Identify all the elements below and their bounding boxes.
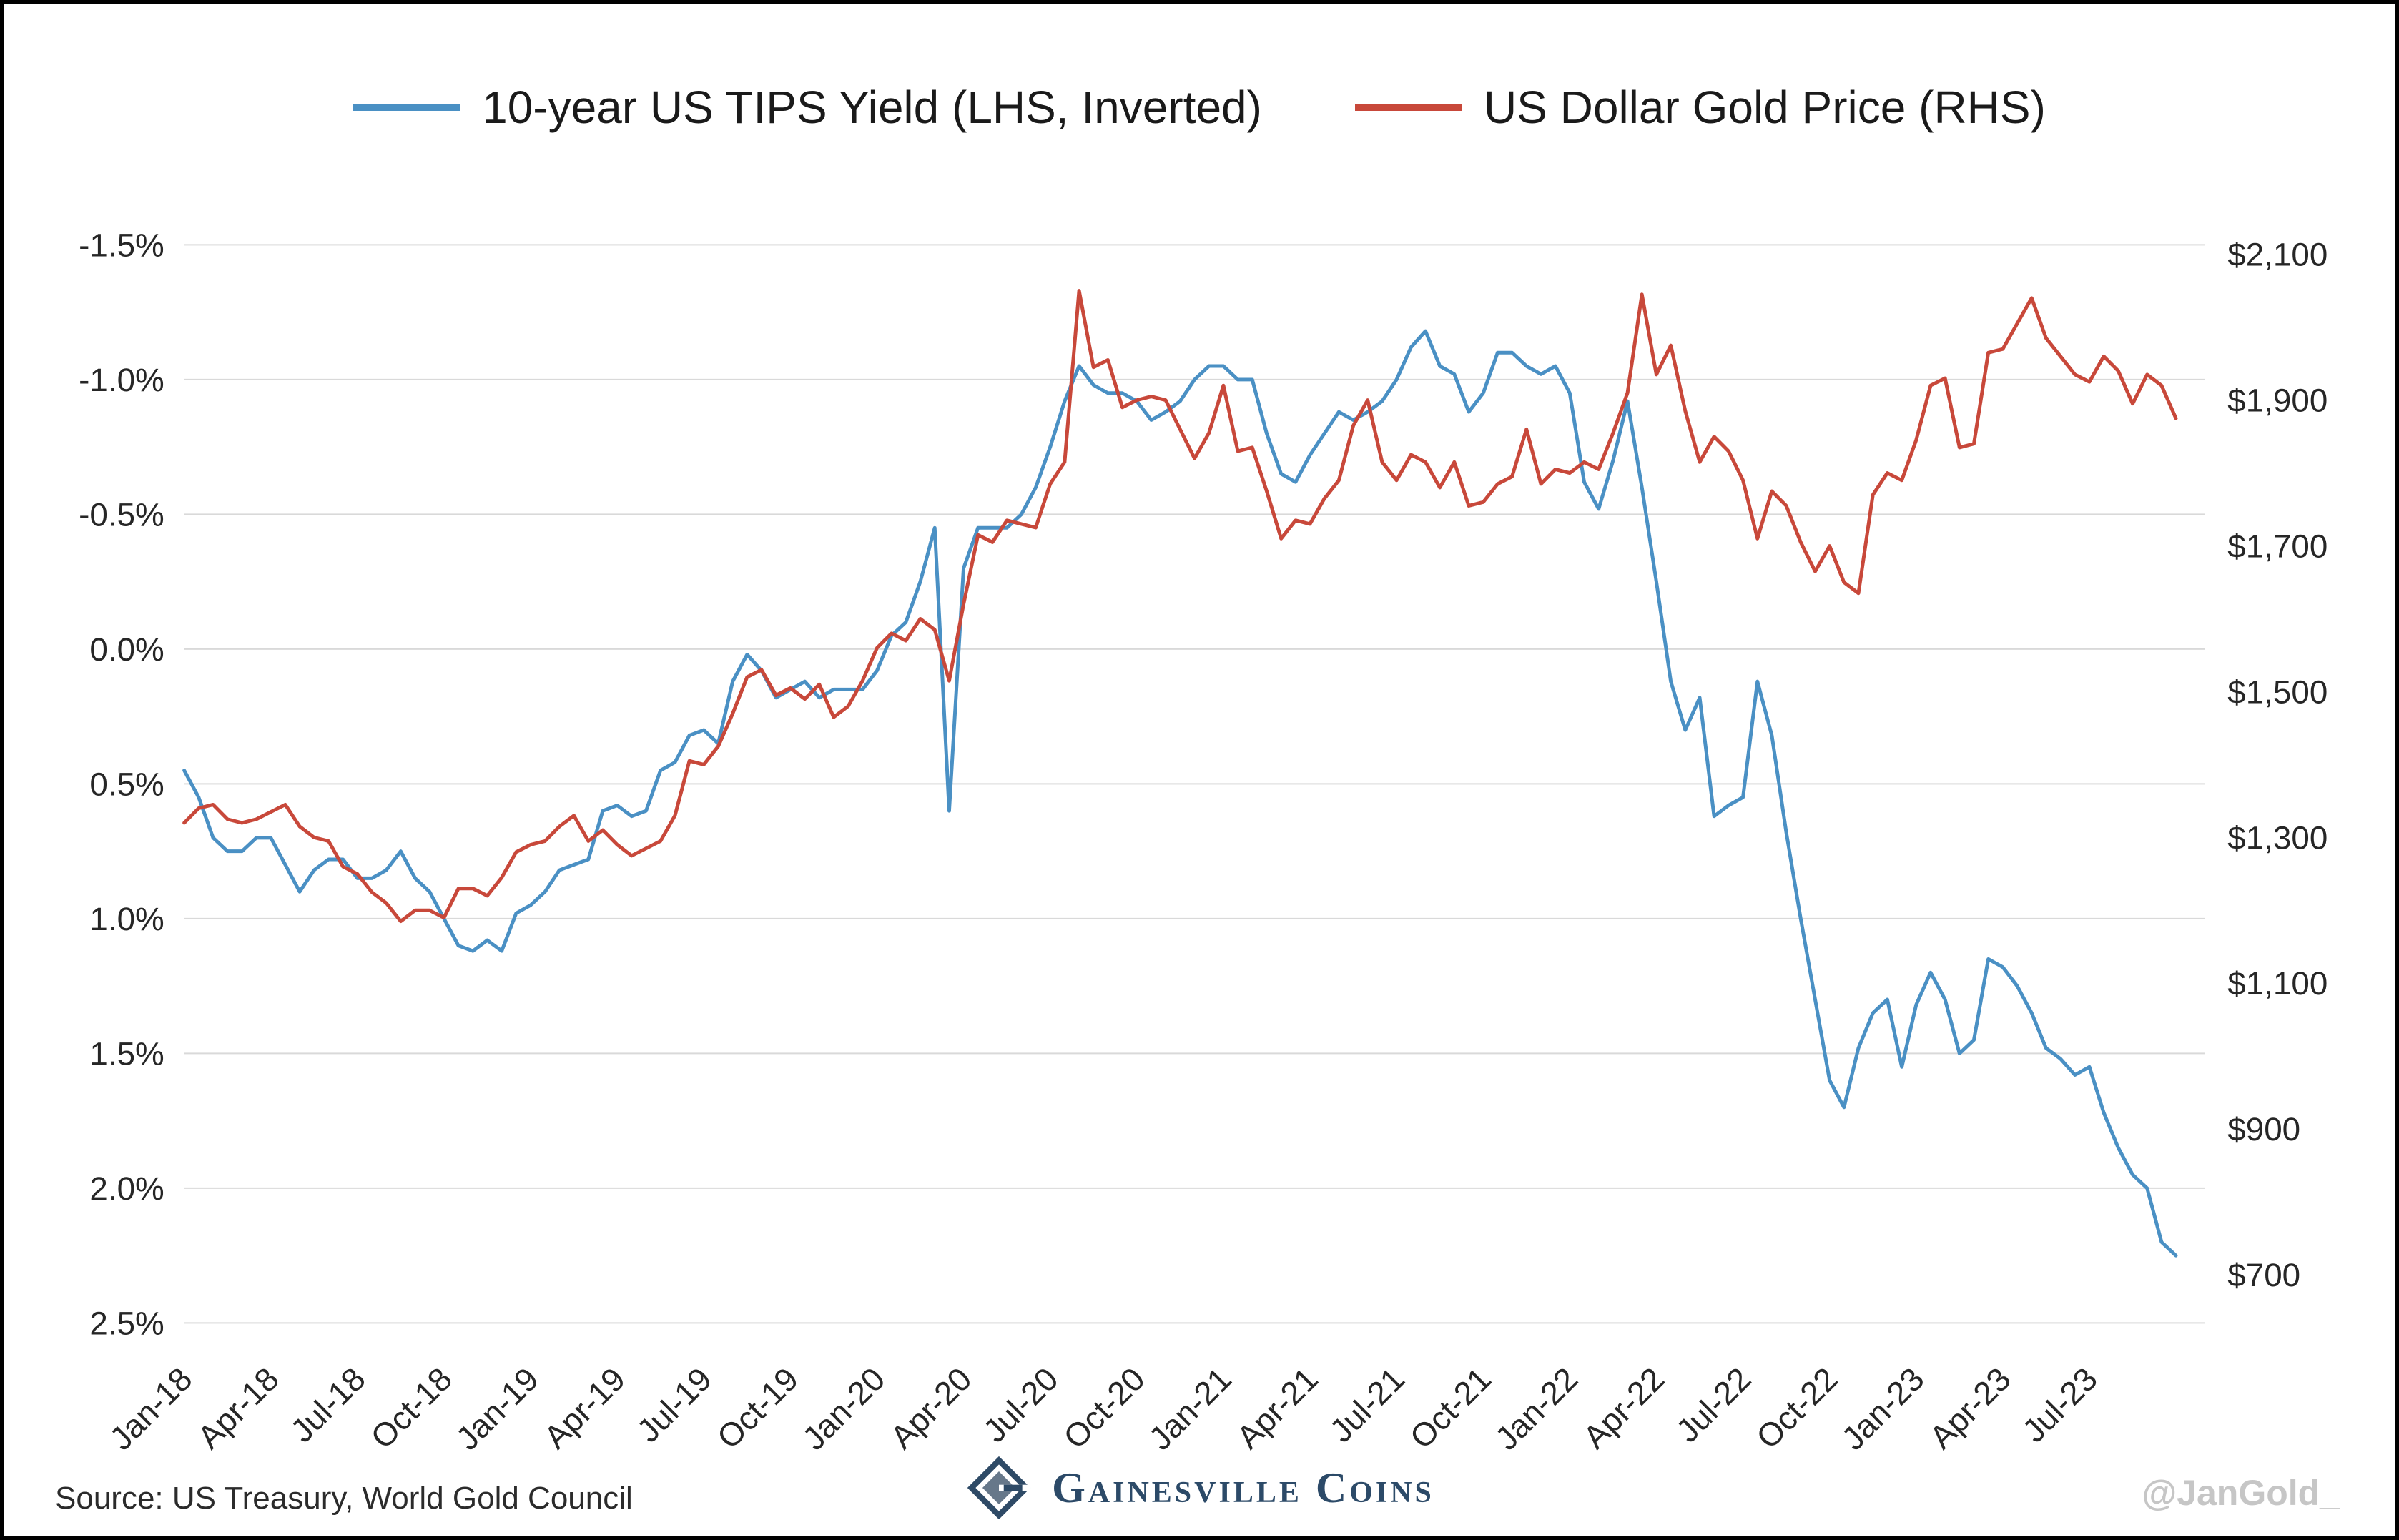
x-tick-label: Jan-20 <box>795 1361 892 1457</box>
legend-item-tips: 10-year US TIPS Yield (LHS, Inverted) <box>353 81 1262 134</box>
chart-canvas: -1.5% -1.0% -0.5% 0.0% 0.5% 1.0% 1.5% 2.0% 2.5% $… <box>79 227 2327 1457</box>
brand-name: Gainesville Coins <box>1052 1464 1434 1511</box>
y-right-tick-label: $1,100 <box>2227 965 2327 1002</box>
series-line-tips <box>182 329 2178 1258</box>
brand-footer: Gainesville Coins <box>4 1453 2395 1522</box>
x-tick-label: Jul-21 <box>1323 1361 1412 1449</box>
x-tick-label: Apr-18 <box>191 1361 286 1456</box>
y-left-tick-label: -1.0% <box>79 362 164 398</box>
x-tick-label: Apr-22 <box>1576 1361 1671 1456</box>
y-left-tick-label: 0.0% <box>89 631 164 668</box>
x-tick-label: Apr-21 <box>1230 1361 1325 1456</box>
legend-swatch-gold-icon <box>1354 104 1462 111</box>
x-tick-label: Oct-19 <box>710 1361 805 1456</box>
x-tick-label: Jul-18 <box>284 1361 373 1449</box>
x-tick-label: Jan-23 <box>1835 1361 1931 1457</box>
x-tick-label: Jan-21 <box>1142 1361 1238 1457</box>
x-tick-label: Jan-22 <box>1488 1361 1585 1457</box>
x-tick-label: Jan-18 <box>103 1361 199 1457</box>
y-left-tick-label: 2.5% <box>89 1305 164 1341</box>
y-left-tick-label: 2.0% <box>89 1170 164 1207</box>
legend-item-gold: US Dollar Gold Price (RHS) <box>1354 81 2046 134</box>
x-tick-label: Oct-21 <box>1403 1361 1498 1456</box>
x-tick-label: Oct-22 <box>1749 1361 1844 1456</box>
x-tick-label: Apr-20 <box>883 1361 978 1456</box>
source-text: Source: US Treasury, World Gold Council <box>55 1481 633 1516</box>
y-right-tick-label: $900 <box>2227 1111 2300 1147</box>
series-line-gold <box>182 289 2178 924</box>
x-tick-label: Jul-22 <box>1669 1361 1758 1449</box>
legend-swatch-tips-icon <box>353 104 461 111</box>
x-tick-label: Oct-20 <box>1057 1361 1152 1456</box>
gainesville-coins-logo-icon <box>967 1456 1031 1520</box>
y-right-tick-label: $1,300 <box>2227 819 2327 856</box>
legend-label-gold: US Dollar Gold Price (RHS) <box>1483 82 2046 133</box>
x-tick-label: Jan-19 <box>449 1361 546 1457</box>
y-right-tick-label: $1,700 <box>2227 528 2327 564</box>
y-left-tick-label: 1.5% <box>89 1035 164 1072</box>
y-right-tick-label: $700 <box>2227 1257 2300 1293</box>
x-tick-label: Oct-18 <box>364 1361 459 1456</box>
y-left-tick-label: -0.5% <box>79 496 164 533</box>
x-tick-label: Apr-19 <box>537 1361 632 1456</box>
y-right-tick-label: $1,900 <box>2227 382 2327 419</box>
x-tick-label: Jul-23 <box>2016 1361 2104 1449</box>
chart-legend: 10-year US TIPS Yield (LHS, Inverted) US… <box>4 81 2395 134</box>
y-left-tick-label: -1.5% <box>79 227 164 263</box>
y-left-tick-label: 1.0% <box>89 901 164 937</box>
y-right-tick-label: $2,100 <box>2227 237 2327 273</box>
watermark-handle: @JanGold_ <box>2142 1473 2340 1513</box>
y-left-tick-label: 0.5% <box>89 766 164 802</box>
legend-label-tips: 10-year US TIPS Yield (LHS, Inverted) <box>482 82 1262 133</box>
y-right-tick-label: $1,500 <box>2227 673 2327 710</box>
x-tick-label: Apr-23 <box>1923 1361 2018 1456</box>
x-tick-label: Jul-20 <box>976 1361 1065 1449</box>
x-tick-label: Jul-19 <box>630 1361 719 1449</box>
